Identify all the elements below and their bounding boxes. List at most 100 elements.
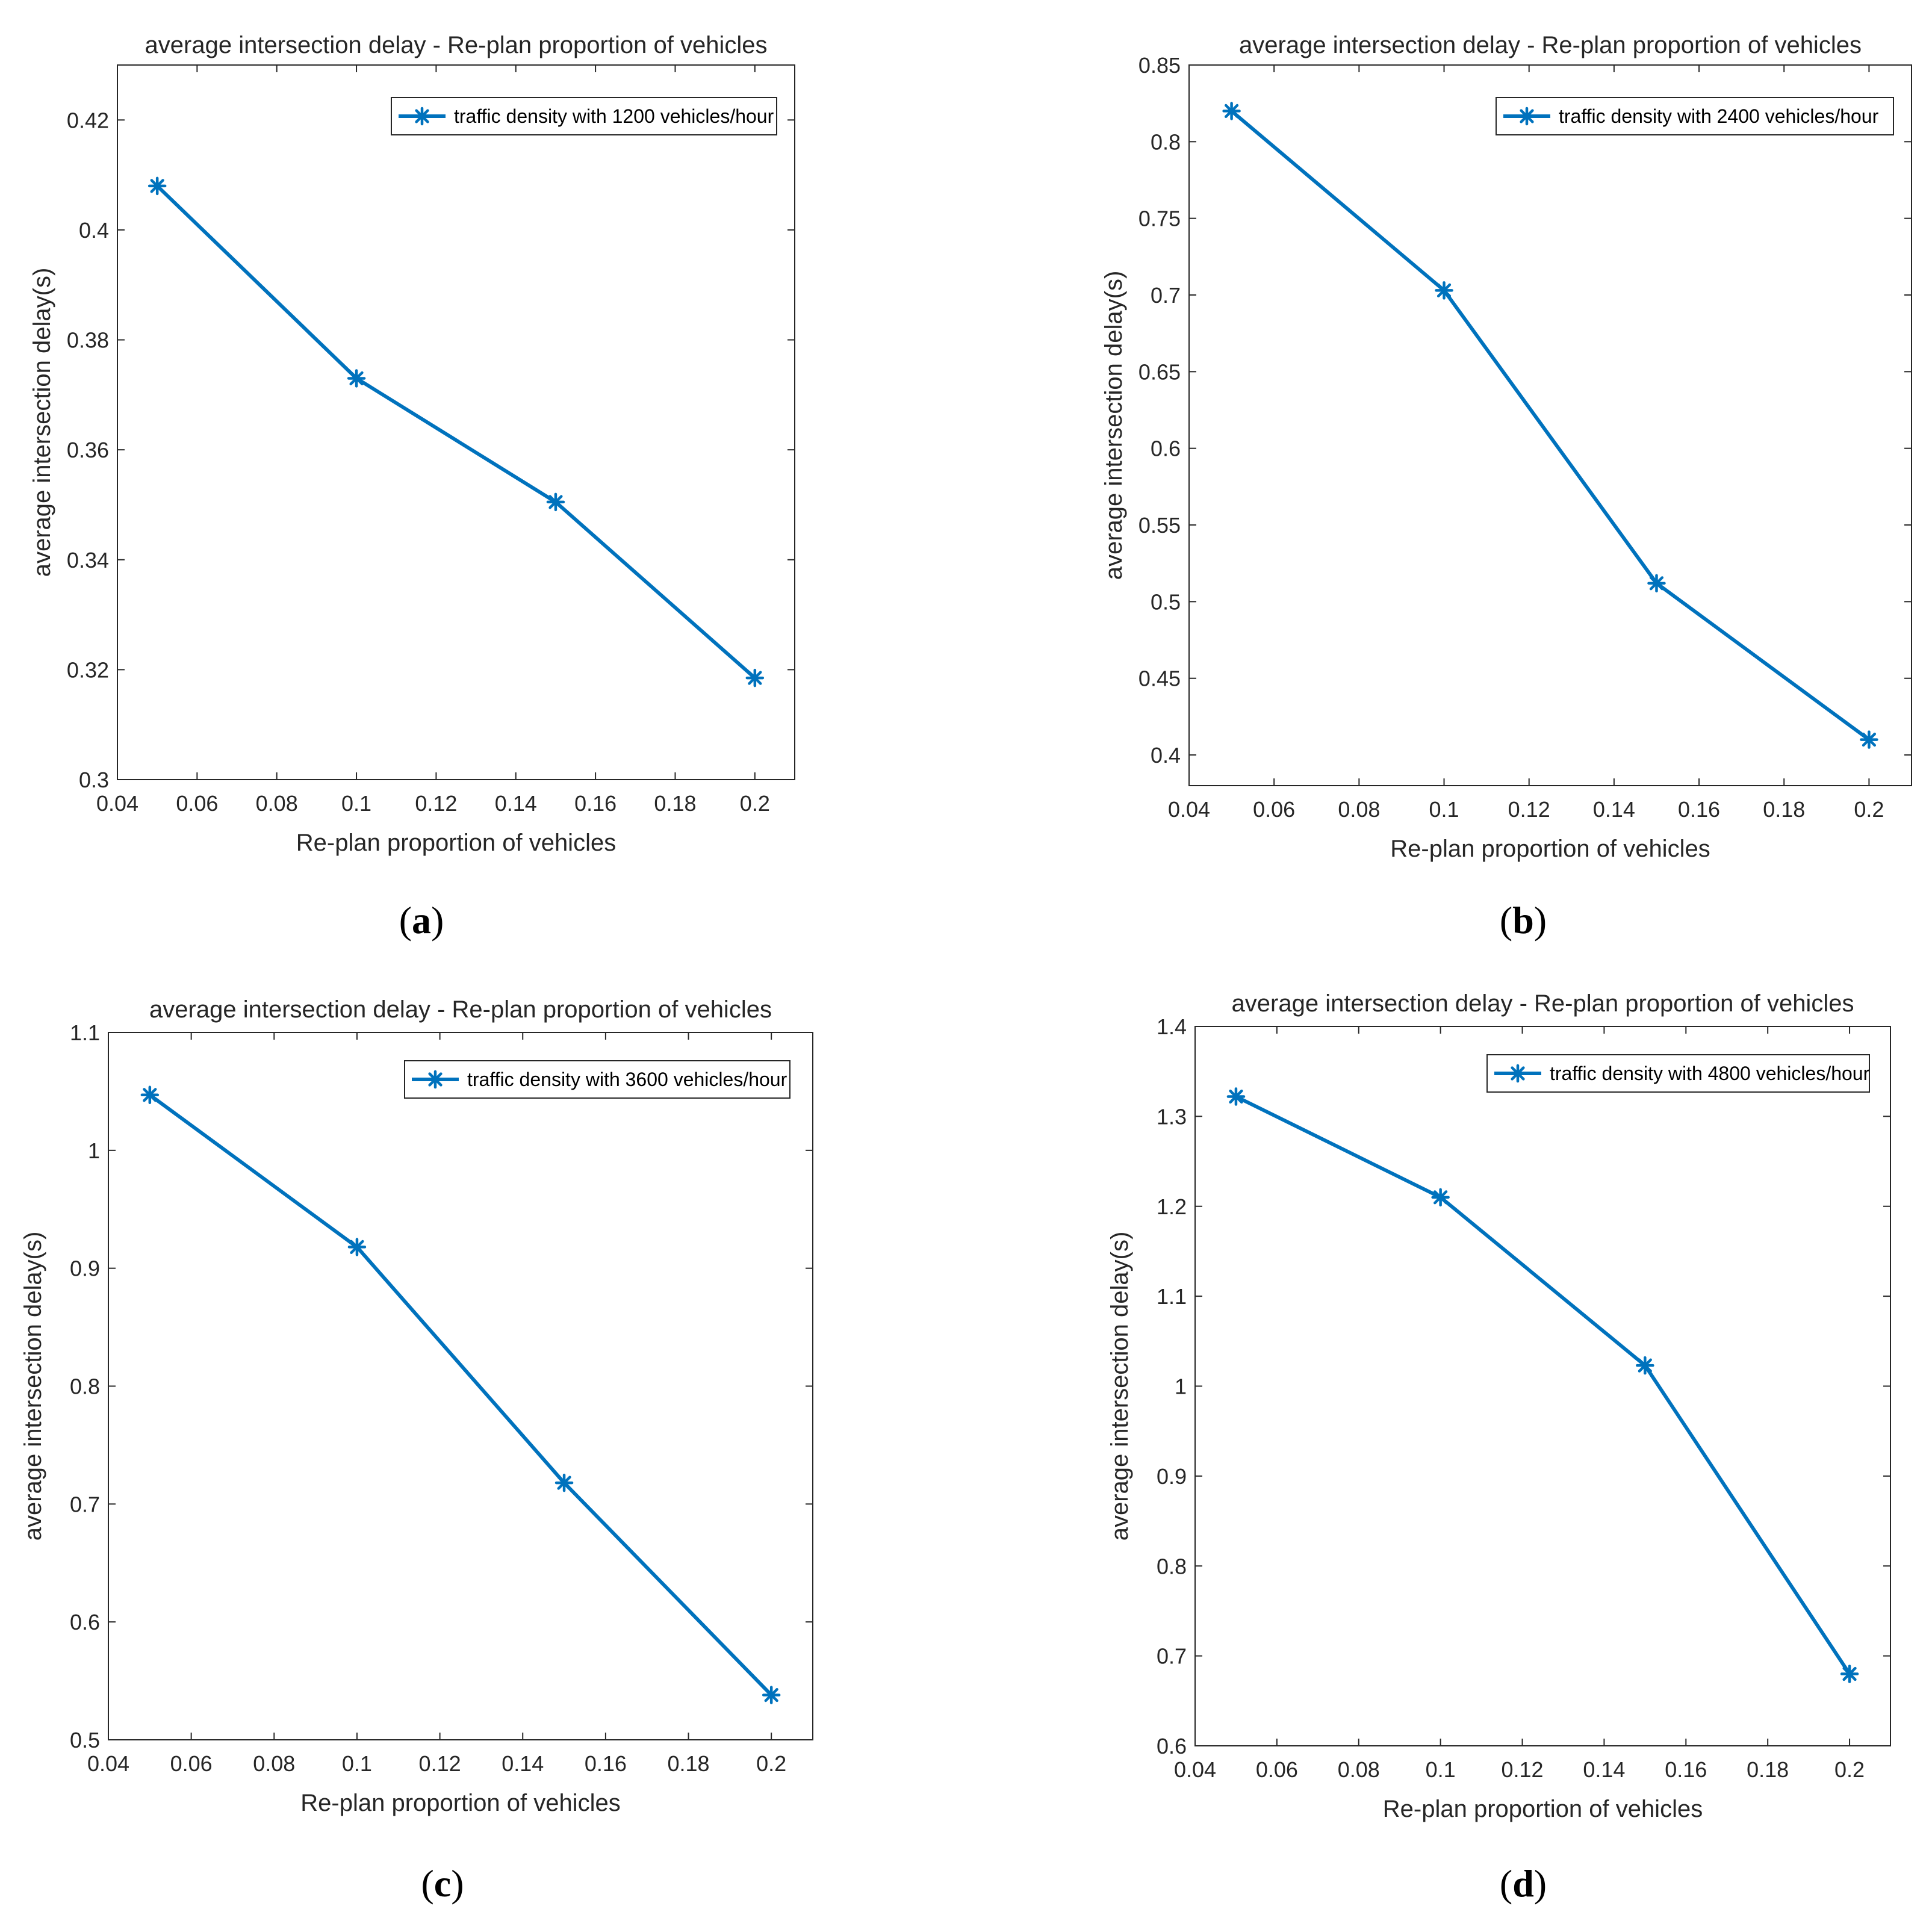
x-tick-label: 0.16 xyxy=(574,791,617,816)
data-point-2 xyxy=(347,369,366,388)
chart-panel-4: average intersection delay - Re-plan pro… xyxy=(1107,990,1891,1905)
x-tick-label: 0.14 xyxy=(502,1751,544,1776)
data-point-4 xyxy=(745,668,765,687)
x-tick-label: 0.06 xyxy=(1256,1757,1298,1782)
y-tick-label: 0.5 xyxy=(70,1728,100,1752)
x-tick-label: 0.06 xyxy=(176,791,218,816)
y-tick-label: 0.3 xyxy=(79,768,109,792)
legend: traffic density with 1200 vehicles/hour xyxy=(391,97,777,135)
x-tick-label: 0.12 xyxy=(419,1751,461,1776)
data-point-2 xyxy=(1435,281,1453,300)
x-tick-label: 0.1 xyxy=(342,1751,372,1776)
legend-label: traffic density with 1200 vehicles/hour xyxy=(454,105,774,127)
data-point-3 xyxy=(554,1473,574,1492)
data-point-2 xyxy=(1431,1188,1450,1207)
y-tick-label: 0.34 xyxy=(67,548,109,573)
y-tick-label: 1.2 xyxy=(1157,1194,1187,1219)
x-tick-label: 0.16 xyxy=(1665,1757,1707,1782)
legend: traffic density with 3600 vehicles/hour xyxy=(404,1060,791,1099)
y-tick-label: 0.55 xyxy=(1138,513,1181,538)
legend: traffic density with 4800 vehicles/hour xyxy=(1486,1054,1870,1093)
data-point-1 xyxy=(1222,102,1241,120)
plot-frame xyxy=(1188,64,1912,786)
series-line xyxy=(149,1093,773,1696)
x-tick-label: 0.14 xyxy=(1593,797,1635,822)
legend-box xyxy=(404,1060,791,1099)
y-tick-label: 0.6 xyxy=(1151,436,1181,461)
series-line xyxy=(1235,1094,1851,1675)
x-tick-label: 0.1 xyxy=(1429,797,1459,822)
x-axis-label: Re-plan proportion of vehicles xyxy=(296,830,616,856)
chart-panel-1: average intersection delay - Re-plan pro… xyxy=(29,32,795,942)
x-tick-label: 0.08 xyxy=(256,791,298,816)
y-tick-label: 0.85 xyxy=(1138,53,1181,78)
legend-box xyxy=(1496,97,1894,135)
x-tick-label: 0.18 xyxy=(667,1751,709,1776)
y-tick-label: 1.1 xyxy=(1157,1284,1187,1309)
panel-label: (a) xyxy=(399,899,444,942)
y-tick-label: 0.4 xyxy=(79,218,109,243)
series-line xyxy=(156,184,756,680)
y-axis-label: average intersection delay(s) xyxy=(20,1232,46,1541)
y-tick-label: 0.7 xyxy=(1157,1644,1187,1669)
x-tick-label: 0.08 xyxy=(1338,797,1380,822)
chart-panel-3: average intersection delay - Re-plan pro… xyxy=(20,996,813,1905)
x-tick-label: 0.18 xyxy=(1747,1757,1789,1782)
x-axis-label: Re-plan proportion of vehicles xyxy=(300,1790,620,1816)
y-tick-label: 1 xyxy=(88,1138,100,1163)
x-tick-label: 0.1 xyxy=(341,791,371,816)
plot-frame xyxy=(108,1032,813,1740)
y-tick-label: 1.1 xyxy=(70,1020,100,1045)
x-tick-label: 0.2 xyxy=(1834,1757,1865,1782)
y-tick-label: 0.65 xyxy=(1138,359,1181,384)
y-tick-label: 1.4 xyxy=(1157,1014,1187,1039)
y-tick-label: 1 xyxy=(1175,1374,1187,1399)
y-tick-label: 0.36 xyxy=(67,438,109,462)
y-tick-label: 0.5 xyxy=(1151,589,1181,614)
y-tick-label: 0.6 xyxy=(70,1610,100,1634)
data-point-4 xyxy=(762,1686,781,1704)
data-point-1 xyxy=(148,176,167,196)
data-point-4 xyxy=(1860,730,1878,749)
panel-label: (d) xyxy=(1500,1862,1547,1905)
legend-label: traffic density with 4800 vehicles/hour xyxy=(1550,1063,1870,1084)
x-tick-label: 0.18 xyxy=(654,791,696,816)
chart-panel-2: average intersection delay - Re-plan pro… xyxy=(1101,32,1912,942)
y-tick-label: 0.75 xyxy=(1138,206,1181,231)
y-tick-label: 0.8 xyxy=(1157,1554,1187,1578)
legend-marker xyxy=(426,1070,445,1089)
x-tick-label: 0.08 xyxy=(1338,1757,1380,1782)
x-tick-label: 0.16 xyxy=(1678,797,1720,822)
x-axis-label: Re-plan proportion of vehicles xyxy=(1383,1796,1703,1822)
x-tick-label: 0.04 xyxy=(1168,797,1210,822)
x-tick-label: 0.14 xyxy=(495,791,537,816)
legend-label: traffic density with 3600 vehicles/hour xyxy=(467,1069,787,1090)
x-tick-label: 0.04 xyxy=(96,791,138,816)
data-point-1 xyxy=(1226,1087,1246,1106)
x-tick-label: 0.2 xyxy=(1854,797,1884,822)
data-point-1 xyxy=(140,1085,160,1105)
x-tick-label: 0.12 xyxy=(1508,797,1550,822)
chart-title: average intersection delay - Re-plan pro… xyxy=(149,996,772,1023)
data-point-2 xyxy=(347,1238,367,1256)
y-tick-label: 0.38 xyxy=(67,328,109,353)
legend-marker xyxy=(1517,107,1536,126)
y-tick-label: 0.8 xyxy=(70,1374,100,1399)
y-tick-label: 0.32 xyxy=(67,657,109,682)
y-axis-label: average intersection delay(s) xyxy=(1107,1232,1133,1541)
x-tick-label: 0.12 xyxy=(415,791,457,816)
legend-marker xyxy=(412,107,432,126)
data-point-3 xyxy=(1636,1356,1654,1375)
x-tick-label: 0.08 xyxy=(253,1751,295,1776)
series-line xyxy=(1230,110,1871,742)
plot-frame xyxy=(117,64,795,780)
x-tick-label: 0.14 xyxy=(1583,1757,1625,1782)
x-tick-label: 0.06 xyxy=(1253,797,1295,822)
chart-title: average intersection delay - Re-plan pro… xyxy=(1239,32,1862,58)
x-tick-label: 0.16 xyxy=(585,1751,627,1776)
legend: traffic density with 2400 vehicles/hour xyxy=(1496,97,1894,135)
y-tick-label: 0.6 xyxy=(1157,1734,1187,1758)
legend-box xyxy=(1486,1054,1870,1093)
y-tick-label: 1.3 xyxy=(1157,1104,1187,1129)
